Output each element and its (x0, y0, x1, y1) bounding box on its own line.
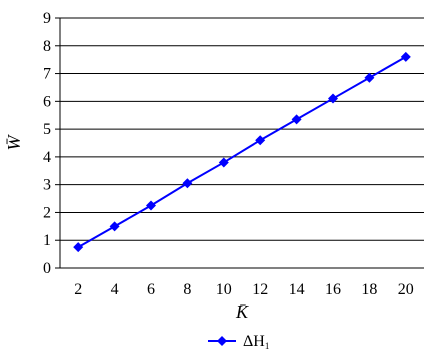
x-tick-label: 20 (398, 281, 414, 298)
y-tick-label: 0 (43, 260, 51, 277)
x-tick-label: 8 (183, 281, 191, 298)
y-tick-label: 6 (43, 93, 51, 110)
x-tick-label: 2 (74, 281, 82, 298)
y-tick-label: 8 (43, 38, 51, 55)
y-tick-label: 3 (43, 177, 51, 194)
data-point-marker (109, 221, 120, 232)
gridlines (60, 17, 424, 241)
x-axis-title: K̄ (235, 302, 249, 322)
x-tick-label: 16 (325, 281, 341, 298)
series-layer (73, 51, 411, 253)
x-tick-label: 18 (361, 281, 377, 298)
data-point-marker (364, 72, 375, 83)
y-tick-label: 7 (43, 66, 51, 83)
x-tick-label: 10 (216, 281, 232, 298)
x-tick-label: 12 (252, 281, 268, 298)
data-point-marker (255, 135, 266, 146)
data-point-marker (146, 200, 156, 211)
data-point-marker (291, 114, 302, 125)
legend-series-name: ΔH (243, 333, 265, 350)
x-tick-label: 4 (111, 281, 119, 298)
data-point-marker (73, 242, 84, 253)
legend-diamond-marker (217, 336, 227, 346)
data-point-marker (328, 93, 338, 104)
series-line (77, 56, 407, 249)
y-axis-title: W̄ (4, 134, 24, 151)
y-tick-label: 4 (43, 149, 51, 166)
y-tick-label: 1 (43, 232, 51, 249)
y-tick-label: 5 (43, 121, 51, 138)
data-point-marker (400, 51, 411, 62)
legend-series-subscript: 1 (265, 341, 270, 350)
legend: ΔH1 (208, 333, 269, 350)
data-point-marker (218, 157, 229, 168)
legend-label: ΔH1 (243, 333, 269, 350)
y-tick-label: 2 (43, 204, 51, 221)
y-tick-label: 9 (43, 10, 51, 27)
data-point-marker (182, 178, 193, 189)
x-tick-label: 6 (147, 281, 155, 298)
x-tick-label: 14 (289, 281, 305, 298)
